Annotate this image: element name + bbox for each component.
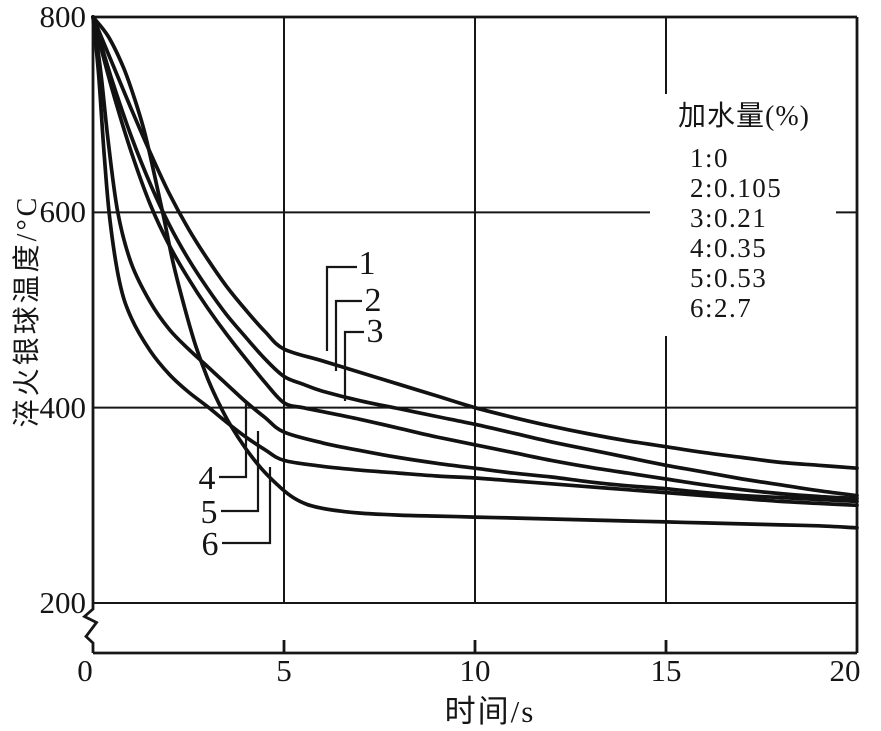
curve-4-leader-line (219, 402, 248, 479)
curve-label-3: 3 (367, 313, 384, 350)
cooling-curve-5 (91, 15, 859, 508)
curve-3-leader-line (343, 330, 364, 401)
legend-entry-5: 5:0.53 (690, 263, 768, 293)
curve-label-2: 2 (365, 282, 382, 319)
legend-entry-6: 6:2.7 (690, 293, 753, 323)
y-axis-line-with-break (82, 17, 99, 653)
curve-5-leader-line (221, 431, 260, 513)
x-tick-label-5: 5 (276, 653, 292, 688)
curve-2-leader-line (334, 299, 362, 371)
y-tick-label-400: 400 (39, 389, 87, 425)
legend-entry-2: 2:0.105 (690, 173, 783, 203)
y-axis-title: 淬火银球温度/°C (12, 194, 43, 428)
legend-entry-4: 4:0.35 (690, 233, 768, 263)
cooling-curve-1 (91, 15, 859, 471)
legend-items: 1:0 2:0.105 3:0.21 4:0.35 5:0.53 6:2.7 (650, 143, 836, 323)
curve-label-1: 1 (359, 245, 376, 282)
curve-1-leader-line (325, 265, 357, 351)
legend: 加水量(%) 1:0 2:0.105 3:0.21 4:0.35 5:0.53 6:2.7 (650, 94, 836, 336)
cooling-curve-6 (91, 15, 859, 530)
curve-6-leader-line (222, 467, 272, 545)
curve-label-5: 5 (201, 494, 218, 531)
x-axis-title: 时间/s (444, 694, 536, 729)
curve-label-4: 4 (199, 460, 216, 497)
x-tick-label-20: 20 (829, 653, 861, 688)
cooling-curve-2 (91, 15, 859, 498)
cooling-curve-4 (91, 15, 859, 504)
legend-entry-1: 1:0 (690, 143, 730, 173)
legend-title: 加水量(%) (678, 101, 810, 132)
y-tick-label-200: 200 (39, 585, 87, 620)
legend-entry-3: 3:0.21 (690, 203, 768, 233)
x-tick-label-10: 10 (459, 653, 491, 688)
curve-label-6: 6 (202, 526, 219, 563)
y-tick-label-600: 600 (39, 194, 87, 230)
y-tick-label-800: 800 (39, 0, 87, 34)
x-tick-label-15: 15 (650, 653, 682, 688)
x-tick-label-0: 0 (77, 653, 93, 688)
